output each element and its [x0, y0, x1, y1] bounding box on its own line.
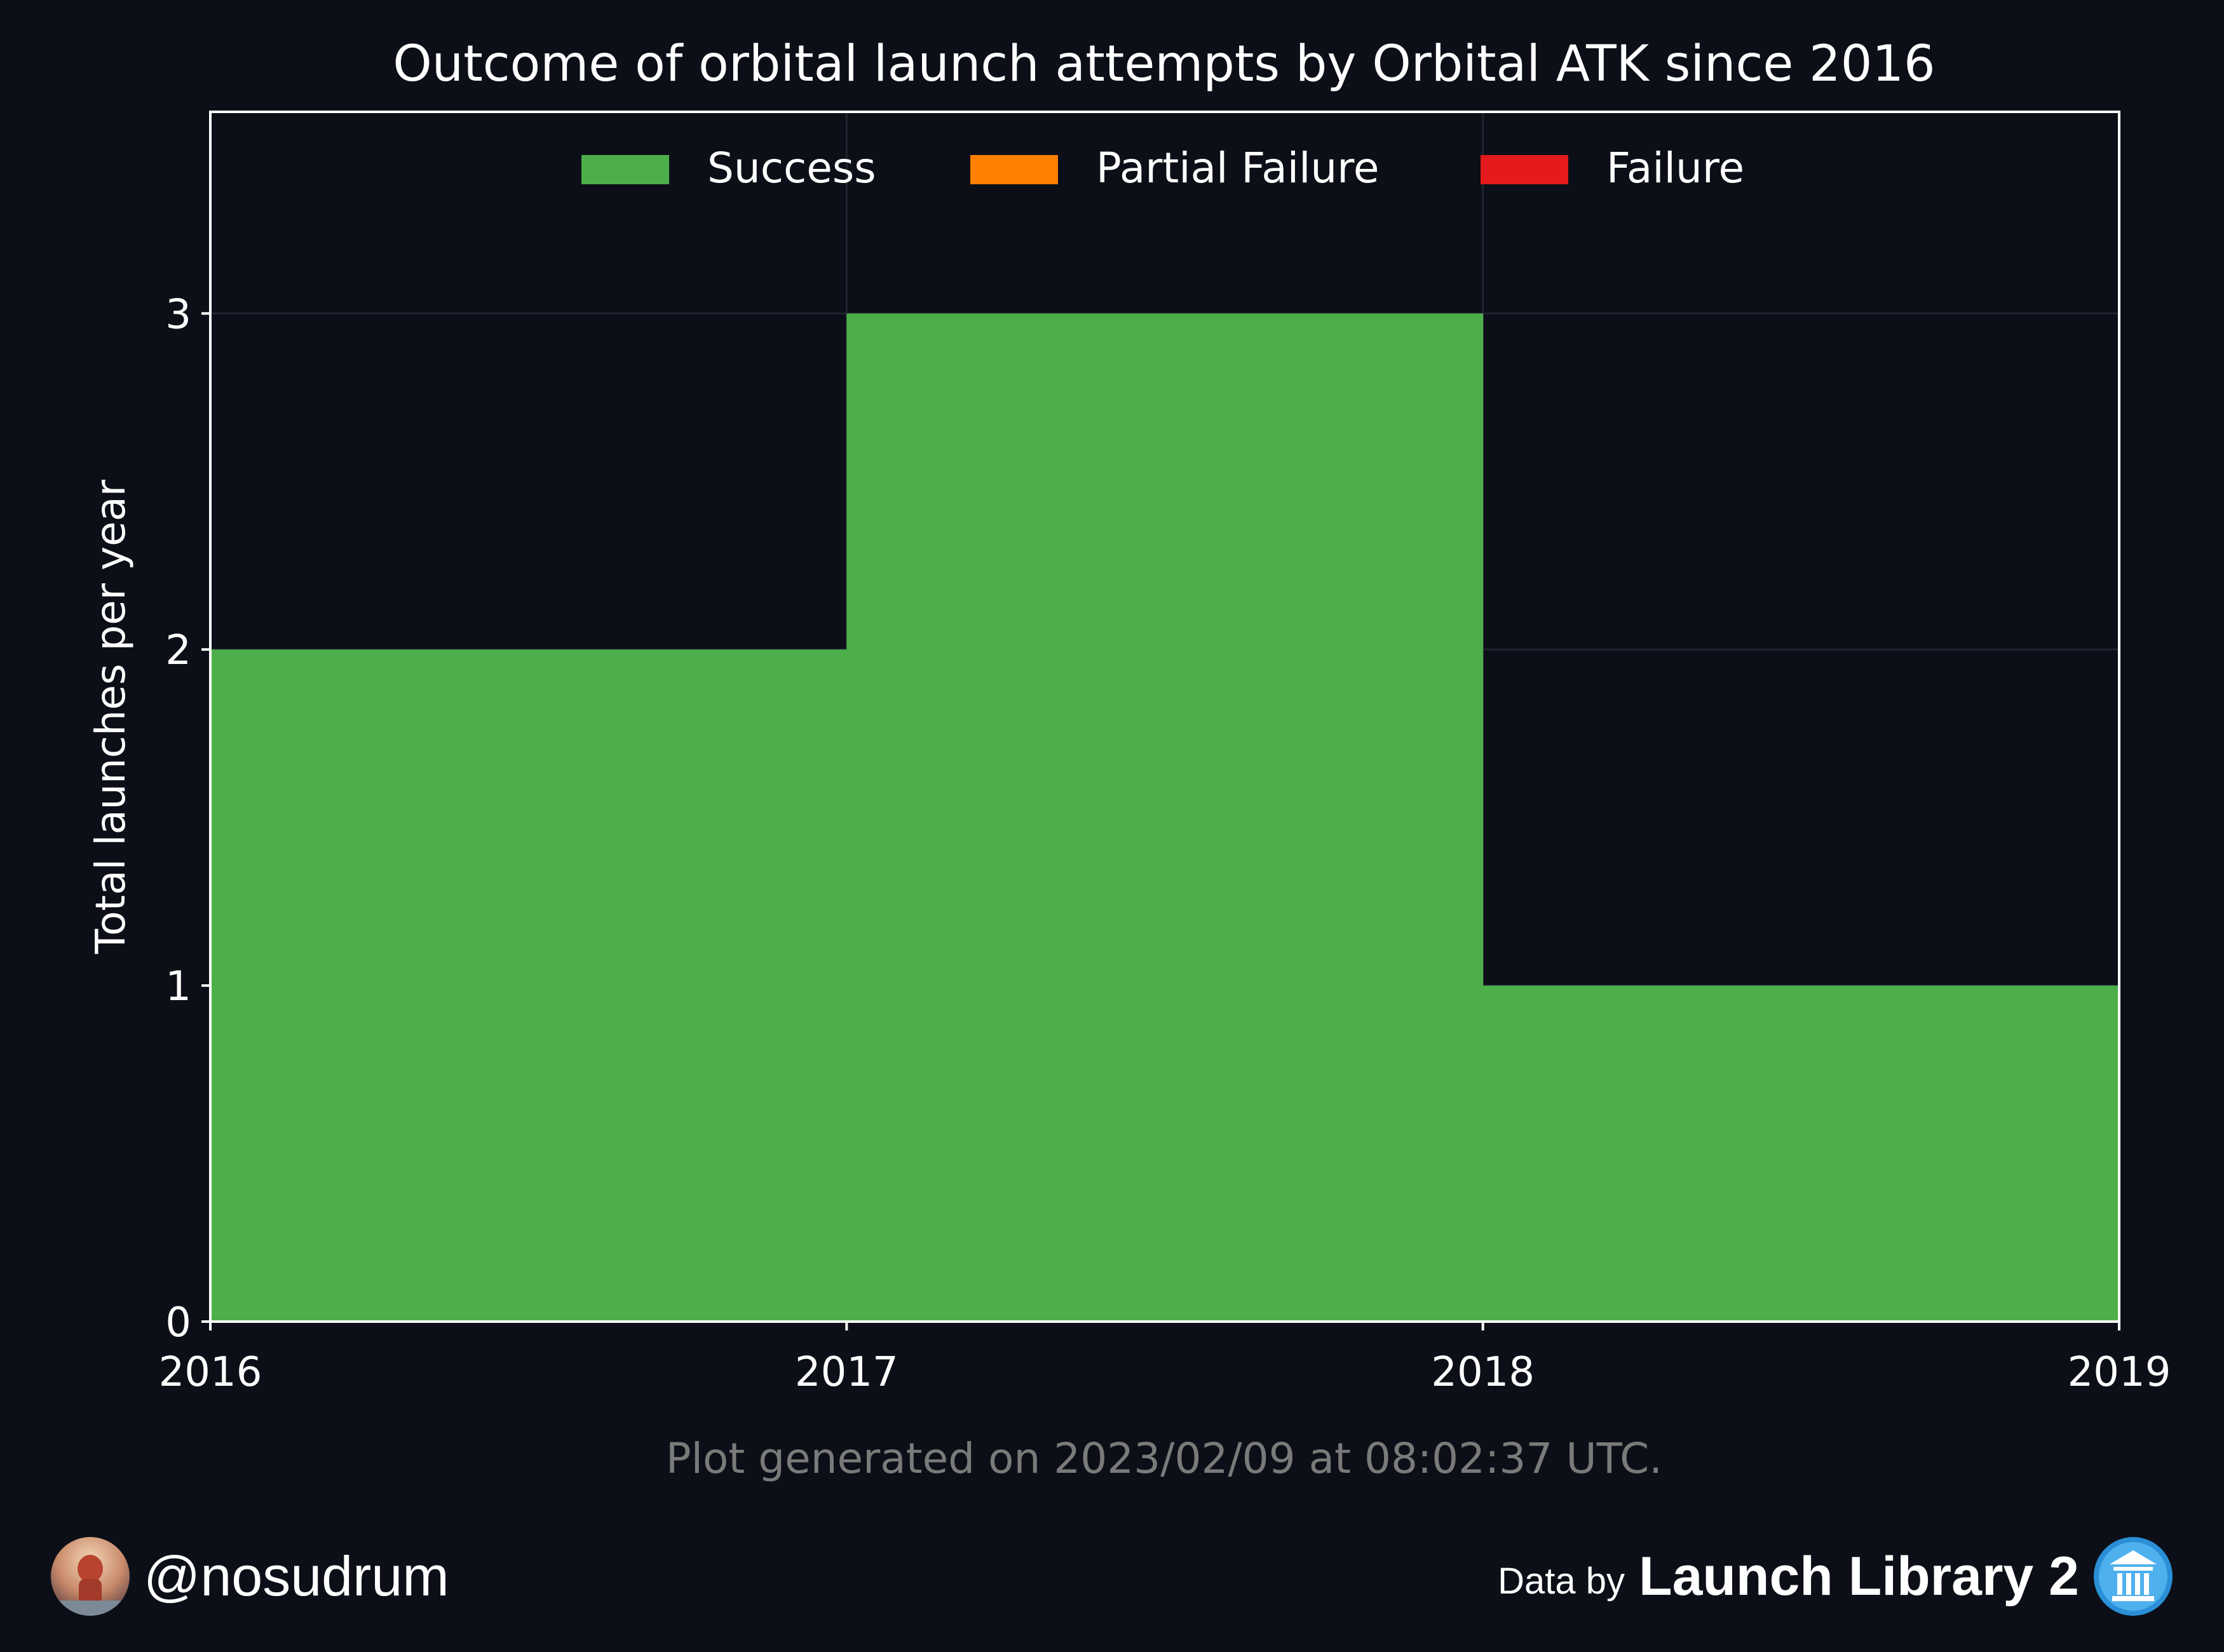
x-tick-label: 2016: [159, 1349, 262, 1396]
data-source-name: Launch Library 2: [1639, 1545, 2079, 1607]
legend-swatch-partial-failure: [970, 155, 1058, 184]
bar-success-2018: [1482, 985, 2120, 1322]
chart-title: Outcome of orbital launch attempts by Or…: [393, 36, 1935, 93]
launch-library-logo-icon: [2094, 1537, 2173, 1616]
legend-label-success: Success: [707, 144, 876, 193]
x-tick-label: 2019: [2068, 1349, 2171, 1396]
plot-frame: [209, 111, 2120, 1323]
y-axis-label: Total launches per year: [88, 479, 135, 954]
x-tick-label: 2018: [1431, 1349, 1535, 1396]
credit-prefix: Data by: [1498, 1560, 1625, 1602]
y-tick-label: 3: [165, 291, 191, 338]
y-tick-label: 1: [165, 963, 191, 1010]
y-tick-label: 0: [165, 1299, 191, 1346]
x-tick-label: 2017: [795, 1349, 898, 1396]
y-tick-label: 2: [165, 627, 191, 674]
legend: Success Partial Failure Failure: [581, 144, 1744, 193]
y-axis: 0 1 2 3: [165, 291, 210, 1346]
legend-label-partial-failure: Partial Failure: [1096, 144, 1380, 193]
bars-group: [210, 313, 2120, 1322]
legend-label-failure: Failure: [1606, 144, 1744, 193]
generated-timestamp: Plot generated on 2023/02/09 at 08:02:37…: [666, 1434, 1662, 1483]
author-credit: @nosudrum: [51, 1536, 449, 1616]
author-avatar: [51, 1537, 130, 1616]
bar-success-2017: [846, 313, 1484, 1322]
bar-success-2016: [210, 649, 847, 1322]
legend-swatch-success: [581, 155, 669, 184]
author-handle: @nosudrum: [144, 1545, 449, 1608]
data-source-credit: Data by Launch Library 2: [1498, 1536, 2173, 1616]
legend-swatch-failure: [1481, 155, 1568, 184]
x-axis: 2016 2017 2018 2019: [159, 1322, 2171, 1396]
